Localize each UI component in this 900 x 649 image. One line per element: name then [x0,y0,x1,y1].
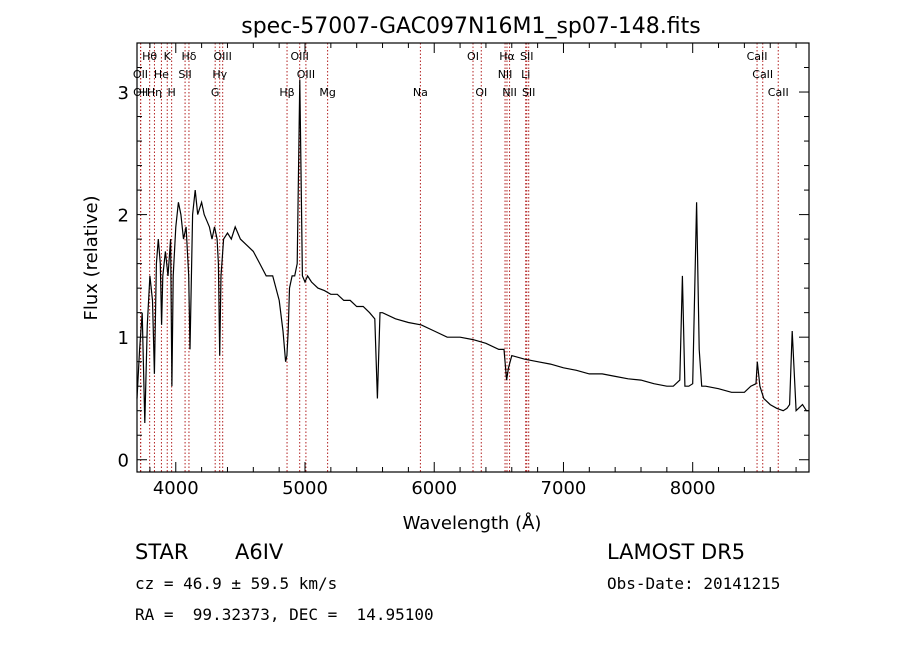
x-tick-label: 6000 [411,478,457,499]
line-label: OI [475,86,487,99]
chart-title: spec-57007-GAC097N16M1_sp07-148.fits [241,14,701,39]
line-label: Mg [319,86,335,99]
obs-date: Obs-Date: 20141215 [607,574,781,593]
line-label: OIII [213,50,231,63]
object-subclass: A6IV [235,540,284,564]
line-label: SII [178,68,191,81]
line-label: NII [498,68,513,81]
survey-name: LAMOST DR5 [607,540,746,564]
y-tick-label: 3 [118,83,129,104]
y-tick-label: 1 [118,328,129,349]
line-label: Hα [499,50,515,63]
line-label: Hβ [279,86,294,99]
line-label: K [164,50,172,63]
y-tick-label: 0 [118,451,129,472]
x-tick-label: 5000 [282,478,328,499]
line-label: OII [133,68,148,81]
line-label: He [154,68,169,81]
plot-frame [136,42,810,473]
line-label: SII [520,50,533,63]
line-label: Hη [147,86,162,99]
line-label: G [211,86,220,99]
x-tick-label: 7000 [541,478,587,499]
redshift-readout: cz = 46.9 ± 59.5 km/s [135,574,338,593]
y-axis-ticks: 0 1 2 3 [118,67,809,472]
y-tick-label: 2 [118,206,129,227]
x-tick-label: 8000 [670,478,716,499]
line-label: Hθ [142,50,157,63]
line-label: CaII [747,50,768,63]
line-label: OI [467,50,479,63]
line-label: Li [521,68,530,81]
line-label: CaII [768,86,789,99]
coordinates: RA = 99.32373, DEC = 14.95100 [135,605,434,624]
line-label: Na [413,86,428,99]
line-label: OIII [291,50,309,63]
line-label: NII [502,86,517,99]
y-axis-label: Flux (relative) [81,195,102,320]
x-axis-label: Wavelength (Å) [403,512,542,534]
line-label: Hγ [212,68,227,81]
line-label: OIII [297,68,315,81]
line-label: CaII [752,68,773,81]
x-tick-label: 4000 [153,478,199,499]
line-label: SII [522,86,535,99]
line-label: Hδ [181,50,196,63]
spectral-line-labels: Hθ K Hδ OIII OIII OI Hα SII CaII OII He SII Hγ OIII NI… [133,50,789,99]
object-class: STAR [135,540,189,564]
spectrum-line [136,79,809,424]
line-label: H [167,86,175,99]
x-axis-ticks: 4000 5000 6000 7000 8000 [149,43,797,499]
spectral-line-markers [139,43,779,472]
